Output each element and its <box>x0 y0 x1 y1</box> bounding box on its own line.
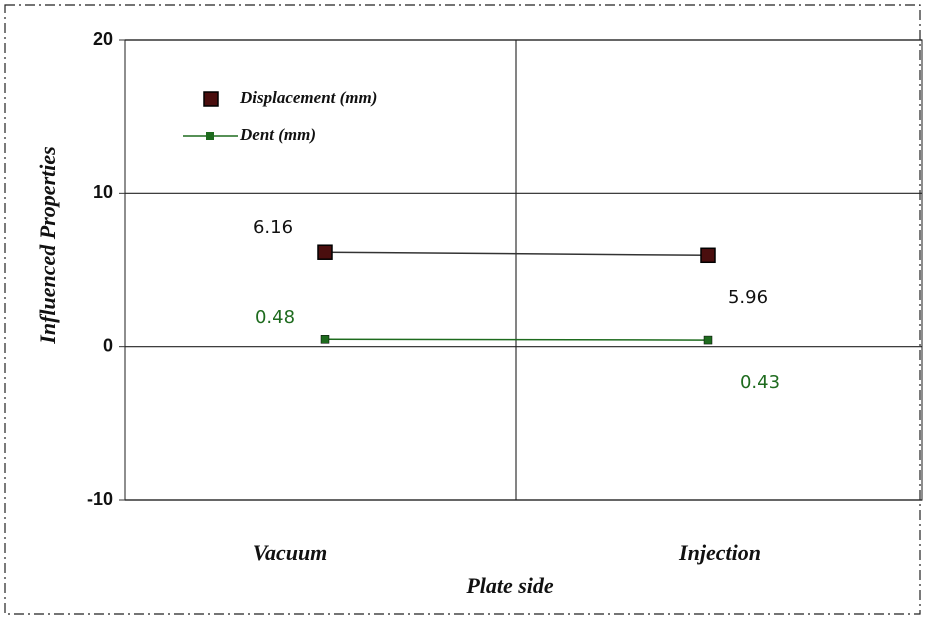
data-label: 6.16 <box>253 217 293 238</box>
legend-label: Displacement (mm) <box>239 88 377 107</box>
page-border <box>4 4 921 615</box>
y-tick-label: 10 <box>93 182 113 202</box>
legend-marker <box>203 91 219 107</box>
x-tick-label: Vacuum <box>253 540 328 565</box>
data-label: 0.43 <box>740 372 780 393</box>
data-label: 5.96 <box>728 287 768 308</box>
y-axis-title: Influenced Properties <box>35 146 60 344</box>
point-marker <box>703 335 713 345</box>
series-line <box>324 338 709 341</box>
series-line <box>324 251 709 257</box>
plot-area <box>124 39 923 501</box>
legend-marker <box>206 132 214 140</box>
point-marker <box>700 247 716 264</box>
y-tick-label: -10 <box>87 489 113 509</box>
point-marker <box>320 335 330 344</box>
x-tick-label: Injection <box>678 540 761 565</box>
legend-label: Dent (mm) <box>239 125 316 144</box>
point-marker <box>317 244 333 260</box>
y-tick-label: 20 <box>93 29 113 49</box>
x-axis-title: Plate side <box>465 573 554 598</box>
data-label: 0.48 <box>255 307 295 328</box>
y-tick-label: 0 <box>103 335 113 355</box>
